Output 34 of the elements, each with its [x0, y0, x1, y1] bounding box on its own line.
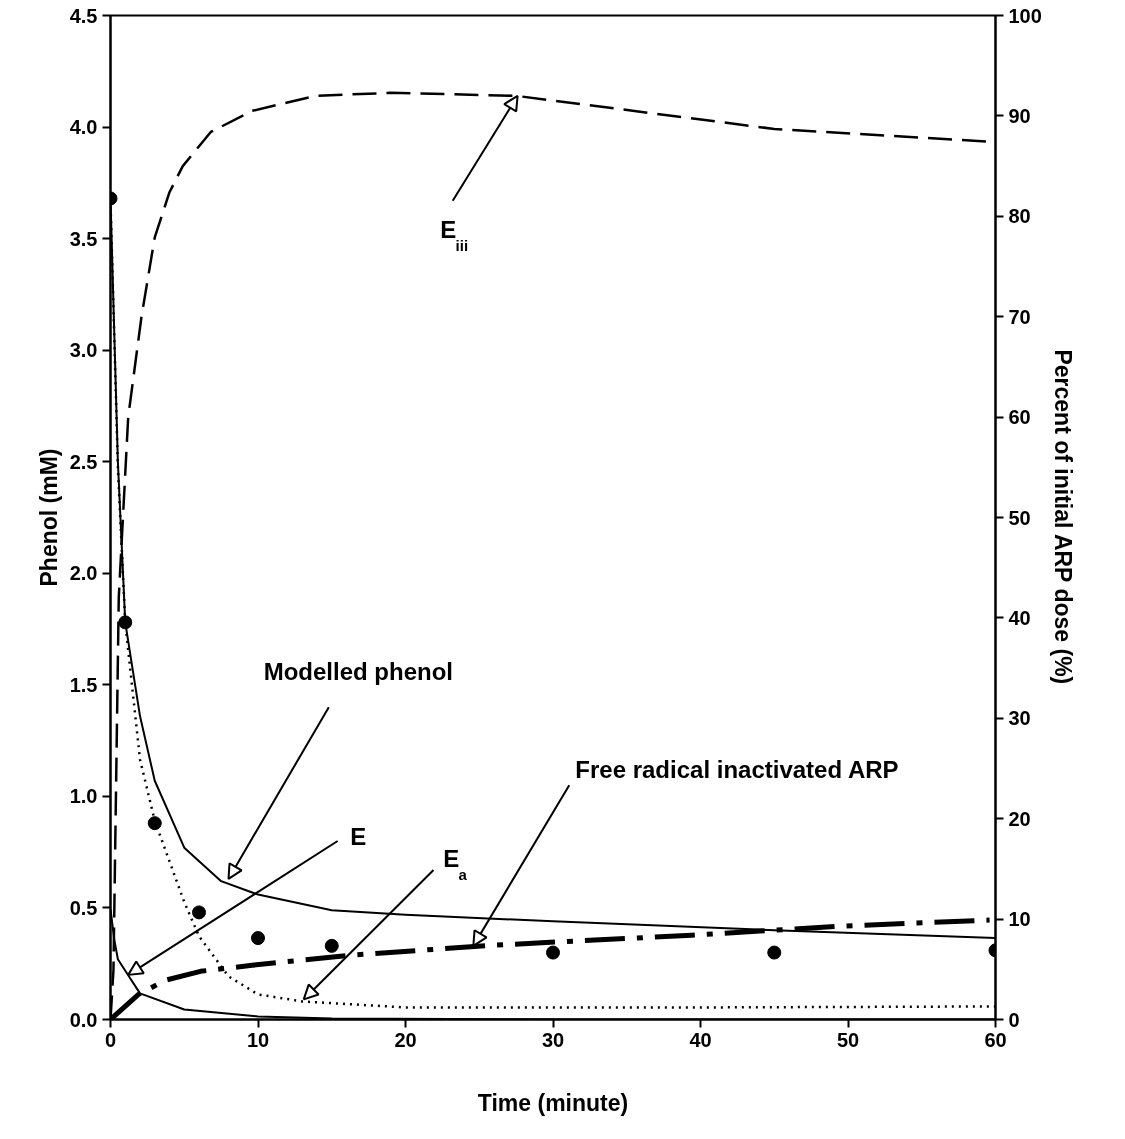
- x-tick-label: 20: [394, 1028, 417, 1051]
- y-tick-label: 0.0: [69, 1008, 98, 1031]
- x-tick-label: 60: [984, 1028, 1007, 1051]
- x-tick-label: 30: [541, 1028, 565, 1051]
- y-tick-label: 3.5: [69, 227, 98, 250]
- x-tick-label: 40: [689, 1028, 712, 1051]
- x-tick-label: 10: [246, 1028, 270, 1051]
- y2-tick-label: 60: [1008, 406, 1031, 429]
- y-tick-label: 2.0: [69, 562, 98, 585]
- y-axis-title: Phenol (mM): [35, 448, 62, 587]
- y2-tick-label: 80: [1008, 205, 1031, 228]
- y-tick-label: 0.5: [69, 896, 98, 919]
- annotation: Free radical inactivated ARP: [575, 756, 899, 784]
- annotation: E: [350, 823, 367, 851]
- y2-tick-label: 40: [1008, 606, 1031, 629]
- x-tick-label: 50: [836, 1028, 860, 1051]
- y-tick-label: 4.0: [69, 116, 98, 139]
- y-tick-label: 1.0: [69, 785, 98, 808]
- y-tick-label: 3.0: [69, 339, 98, 362]
- annotation: Modelled phenol: [263, 657, 453, 685]
- y2-tick-label: 90: [1008, 104, 1031, 127]
- y-tick-label: 1.5: [69, 673, 98, 696]
- y2-tick-label: 50: [1008, 506, 1031, 529]
- y2-tick-label: 0: [1008, 1008, 1020, 1031]
- x-tick-label: 0: [104, 1028, 117, 1051]
- x-axis-title: Time (minute): [477, 1089, 629, 1116]
- y2-tick-label: 70: [1008, 305, 1031, 328]
- y-tick-label: 2.5: [69, 450, 98, 473]
- y2-tick-label: 100: [1008, 4, 1042, 27]
- y2-tick-label: 10: [1008, 908, 1031, 931]
- y2-tick-label: 30: [1008, 707, 1031, 730]
- y-tick-label: 4.5: [69, 4, 98, 27]
- y2-axis-title: Percent of initial ARP dose (%): [1049, 349, 1076, 685]
- y2-tick-label: 20: [1008, 807, 1031, 830]
